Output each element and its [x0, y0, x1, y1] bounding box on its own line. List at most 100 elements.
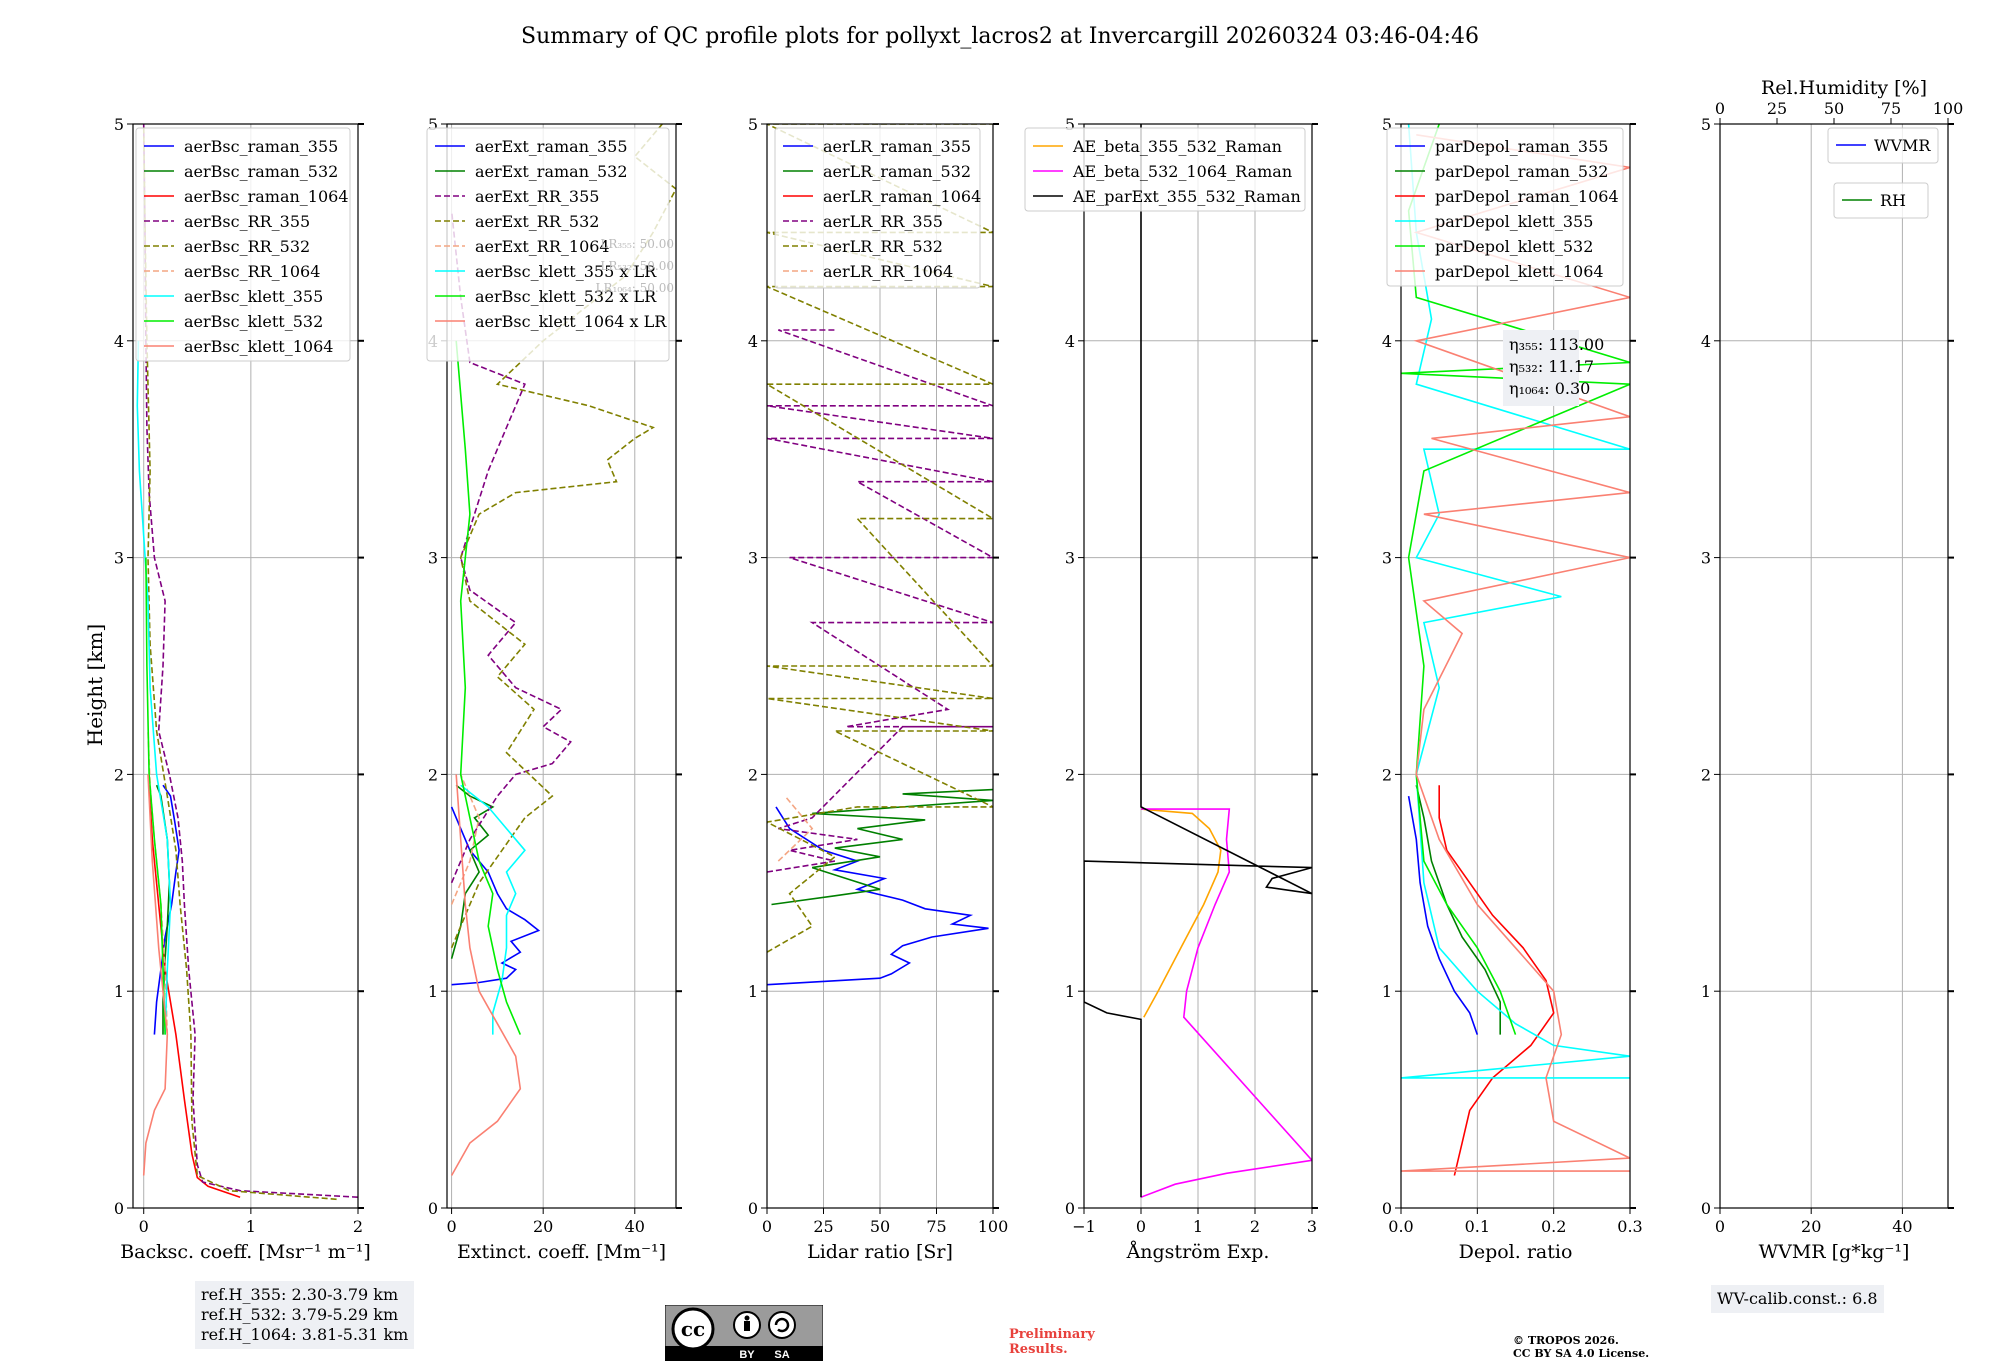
legend-box: [1386, 127, 1624, 287]
top-x-tick-label: 100: [1933, 99, 1964, 118]
series-line-ae-beta-355-532-raman: [1140, 808, 1222, 1018]
x-tick-label: 20: [1801, 1217, 1821, 1236]
panel-water_vapor: 0 20 40 0 1 2 3 4 5 WVMR [g*kg⁻¹] 0 25 50 75 100 Rel.Hu…: [1701, 77, 1963, 1263]
y-tick-label: 4: [1701, 332, 1711, 351]
x-tick-label: 0.3: [1617, 1217, 1642, 1236]
x-tick-label: 0.2: [1541, 1217, 1566, 1236]
series-line-aerbsc-rr-355: [142, 124, 358, 1198]
series-line-aerbsc-klett-532: [145, 557, 166, 1035]
y-tick-label: 5: [1382, 115, 1392, 134]
legend-label-pardepol-raman-532: parDepol_raman_532: [1435, 162, 1608, 181]
series-line-aerbsc-klett-1064: [142, 774, 169, 1176]
legend-label-ae-parext-355-532-raman: AE_parExt_355_532_Raman: [1072, 187, 1301, 206]
reference-height-box: ref.H_355: 2.30-3.79 km ref.H_532: 3.79-…: [195, 1281, 415, 1349]
series-line-aerlr-raman-532: [771, 788, 993, 906]
legend-label-aerext-rr-1064: aerExt_RR_1064: [475, 237, 610, 256]
x-tick-label: 1: [1193, 1217, 1203, 1236]
y-tick-label: 0: [1065, 1199, 1075, 1218]
y-tick-label: 3: [748, 549, 758, 568]
y-tick-label: 0: [114, 1199, 124, 1218]
x-axis-label: Lidar ratio [Sr]: [807, 1241, 953, 1263]
y-tick-label: 1: [1382, 982, 1392, 1001]
legend-label-ae-beta-532-1064-raman: AE_beta_532_1064_Raman: [1072, 162, 1292, 181]
top-x-tick-label: 0: [1715, 99, 1725, 118]
legend-label-aerlr-raman-532: aerLR_raman_532: [823, 162, 971, 181]
refh-1064: ref.H_1064: 3.81-5.31 km: [201, 1325, 409, 1344]
legend-label-pardepol-klett-1064: parDepol_klett_1064: [1435, 262, 1604, 281]
y-tick-label: 3: [114, 549, 124, 568]
plot-frame: [766, 123, 994, 1209]
legend: aerExt_raman_355 aerExt_raman_532 aerExt_R…: [426, 127, 670, 362]
y-tick-label: 0: [748, 1199, 758, 1218]
top-x-tick-label: 25: [1767, 99, 1787, 118]
legend-label-aerlr-raman-1064: aerLR_raman_1064: [823, 187, 981, 206]
cc-license-badge: cc BY SA: [665, 1305, 823, 1361]
legend-box: [774, 127, 981, 289]
legend: WVMR RH: [1827, 127, 1939, 219]
x-tick-label: 2: [353, 1217, 363, 1236]
series-line-aerbsc-klett-355-x-lr: [460, 784, 526, 1035]
series-group: [1084, 124, 1312, 1198]
series-line-pardepol-klett-1064: [1401, 134, 1630, 1172]
legend-label-aerbsc-raman-355: aerBsc_raman_355: [184, 137, 338, 156]
legend-label-aerext-rr-355: aerExt_RR_355: [475, 187, 599, 206]
series-group: [136, 124, 358, 1201]
legend-label-pardepol-raman-1064: parDepol_raman_1064: [1435, 187, 1619, 206]
y-tick-label: 2: [1382, 765, 1392, 784]
by-label: BY: [739, 1349, 755, 1361]
cc-icon: [671, 1307, 715, 1351]
y-tick-label: 3: [1382, 549, 1392, 568]
legend-label-aerlr-rr-532: aerLR_RR_532: [823, 237, 943, 256]
y-tick-label: 1: [1701, 982, 1711, 1001]
legend-label-aerbsc-klett-1064: aerBsc_klett_1064: [184, 337, 333, 356]
legend: AE_beta_355_532_Raman AE_beta_532_1064_Ra…: [1024, 127, 1306, 212]
y-tick-label: 5: [428, 115, 438, 134]
x-tick-label: 0: [446, 1217, 456, 1236]
panel-depolarization: 0.0 0.1 0.2 0.3 0 1 2 3 4 5 Depol. ratio parDepol_r…: [1382, 115, 1643, 1263]
cc-icon-text: cc: [681, 1317, 705, 1341]
y-tick-label: 3: [1065, 549, 1075, 568]
x-tick-label: 75: [926, 1217, 946, 1236]
legend-box: [1024, 127, 1306, 212]
y-tick-label: 1: [1065, 982, 1075, 1001]
sa-icon: [768, 1311, 796, 1339]
series-line-aerbsc-klett-532-x-lr: [455, 340, 522, 1035]
wv-calibration-box: WV-calib.const.: 6.8: [1711, 1285, 1884, 1313]
legend-label-aerbsc-klett-355-x-lr: aerBsc_klett_355 x LR: [475, 262, 657, 281]
legend-label-aerbsc-rr-355: aerBsc_RR_355: [184, 212, 310, 231]
legend-box: [135, 127, 351, 362]
preliminary-note: Preliminary Results.: [1009, 1327, 1095, 1357]
series-line-aerbsc-rr-532: [142, 124, 337, 1201]
series-line-ae-beta-532-1064-raman: [1140, 808, 1312, 1198]
plot-frame: [1400, 123, 1631, 1209]
x-tick-label: 40: [625, 1217, 645, 1236]
series-line-aerlr-rr-1064: [777, 795, 814, 862]
series-line-aerbsc-klett-1064-x-lr: [450, 774, 522, 1176]
series-line-pardepol-klett-355: [1401, 124, 1630, 1079]
legend-box: [426, 127, 670, 362]
legend-label-aerbsc-rr-1064: aerBsc_RR_1064: [184, 262, 320, 281]
x-axis-label: WVMR [g*kg⁻¹]: [1759, 1241, 1910, 1263]
y-tick-label: 5: [1065, 115, 1075, 134]
y-tick-label: 2: [428, 765, 438, 784]
eta-box: [1503, 330, 1579, 406]
y-tick-label: 2: [1701, 765, 1711, 784]
eta-label: η₃₅₅: 113.00: [1509, 335, 1604, 354]
copyright-note: © TROPOS 2026. CC BY SA 4.0 License.: [1513, 1334, 1649, 1360]
x-tick-label: −1: [1072, 1217, 1096, 1236]
y-tick-label: 1: [114, 982, 124, 1001]
legend-label-aerext-raman-355: aerExt_raman_355: [475, 137, 628, 156]
x-axis-label: Depol. ratio: [1459, 1241, 1573, 1263]
series-line-pardepol-klett-532: [1401, 124, 1630, 1035]
legend-label-aerbsc-raman-532: aerBsc_raman_532: [184, 162, 338, 181]
legend-label-wvmr: WVMR: [1874, 136, 1931, 155]
y-tick-label: 4: [1382, 332, 1392, 351]
legend-label-aerbsc-rr-532: aerBsc_RR_532: [184, 237, 310, 256]
legend-box: [1833, 182, 1929, 219]
eta-label: η₅₃₂: 11.17: [1509, 357, 1594, 376]
y-tick-label: 2: [1065, 765, 1075, 784]
legend: parDepol_raman_355 parDepol_raman_532 parD…: [1386, 127, 1624, 287]
refh-355: ref.H_355: 2.30-3.79 km: [201, 1285, 399, 1304]
series-line-aerlr-rr-355: [767, 329, 993, 873]
